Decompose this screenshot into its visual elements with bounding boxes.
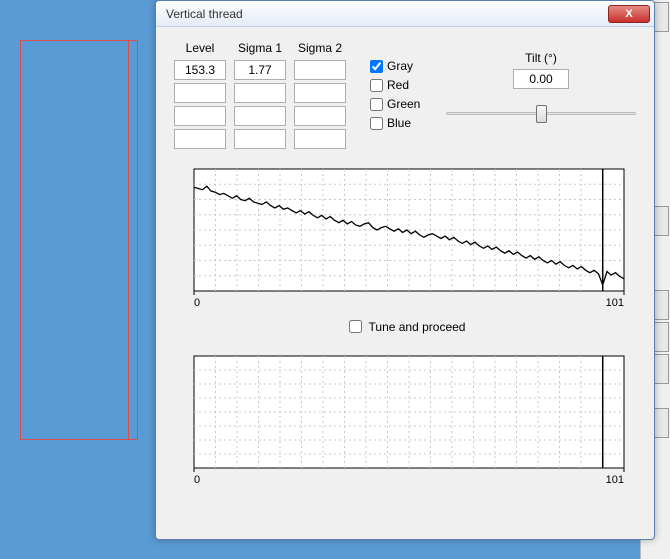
chart1-x-end: 101 (606, 297, 624, 309)
level-sigma-grid: Level Sigma 1 Sigma 2 (174, 41, 346, 149)
window-title: Vertical thread (166, 7, 608, 21)
blue-checkbox-row[interactable]: Blue (370, 116, 420, 130)
sigma2-input-2[interactable] (294, 83, 346, 103)
close-button[interactable]: X (608, 5, 650, 23)
sigma2-input-1[interactable] (294, 60, 346, 80)
level-label: Level (174, 41, 226, 57)
blue-checkbox[interactable] (370, 117, 383, 130)
tilt-block: Tilt (°) 0.00 (446, 41, 636, 149)
sigma1-input-3[interactable] (234, 106, 286, 126)
chart2-x-start: 0 (194, 474, 200, 486)
sigma2-label: Sigma 2 (294, 41, 346, 57)
gray-label: Gray (387, 59, 413, 73)
tune-checkbox-row[interactable]: Tune and proceed (345, 317, 466, 336)
tune-checkbox[interactable] (349, 320, 362, 333)
selection-inner-line (128, 40, 129, 440)
close-icon: X (625, 8, 632, 20)
sigma1-input-2[interactable] (234, 83, 286, 103)
green-label: Green (387, 97, 420, 111)
channel-checkboxes: Gray Red Green Blue (370, 41, 420, 149)
tilt-slider[interactable] (446, 103, 636, 123)
level-input-3[interactable] (174, 106, 226, 126)
sigma1-input-1[interactable] (234, 60, 286, 80)
gray-checkbox-row[interactable]: Gray (370, 59, 420, 73)
tilt-label: Tilt (°) (446, 51, 636, 65)
red-checkbox[interactable] (370, 79, 383, 92)
tune-label: Tune and proceed (369, 320, 466, 334)
level-input-4[interactable] (174, 129, 226, 149)
green-checkbox[interactable] (370, 98, 383, 111)
sigma2-input-4[interactable] (294, 129, 346, 149)
red-label: Red (387, 78, 409, 92)
sigma1-label: Sigma 1 (234, 41, 286, 57)
slider-thumb[interactable] (536, 105, 547, 123)
green-checkbox-row[interactable]: Green (370, 97, 420, 111)
chart-bottom: 0 101 (174, 352, 634, 486)
selection-rectangle (20, 40, 138, 440)
gray-checkbox[interactable] (370, 60, 383, 73)
tilt-value: 0.00 (513, 69, 569, 89)
sigma2-input-3[interactable] (294, 106, 346, 126)
level-input-1[interactable] (174, 60, 226, 80)
titlebar[interactable]: Vertical thread X (156, 1, 654, 27)
level-input-2[interactable] (174, 83, 226, 103)
blue-label: Blue (387, 116, 411, 130)
dialog-window: Vertical thread X Level Sigma 1 (155, 0, 655, 540)
chart2-x-end: 101 (606, 474, 624, 486)
chart-top: 0 101 (174, 165, 634, 309)
chart1-x-start: 0 (194, 297, 200, 309)
sigma1-input-4[interactable] (234, 129, 286, 149)
red-checkbox-row[interactable]: Red (370, 78, 420, 92)
